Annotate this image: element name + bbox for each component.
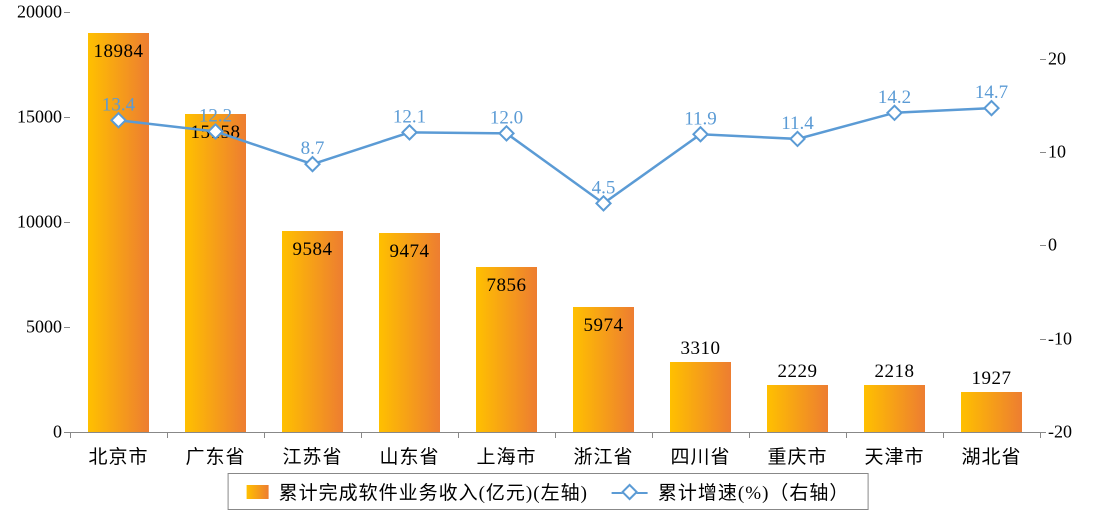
y2-tick-label: 20 (1040, 48, 1088, 69)
line-value-label: 11.4 (781, 113, 814, 134)
x-tick (70, 432, 71, 438)
line-value-label: 12.0 (490, 107, 523, 128)
x-tick (652, 432, 653, 438)
line-value-label: 14.2 (878, 87, 911, 108)
y2-tick (1040, 432, 1046, 433)
line-value-label: 12.1 (393, 106, 426, 127)
line-value-label: 13.4 (102, 94, 136, 115)
x-tick (167, 432, 168, 438)
y1-tick-label: 20000 (2, 2, 70, 23)
line-marker (887, 106, 901, 120)
plot-area: 北京市广东省江苏省山东省上海市浙江省四川省重庆市天津市湖北省0500010000… (70, 12, 1040, 432)
category-label: 江苏省 (282, 442, 342, 469)
y1-tick-label: 10000 (2, 212, 70, 233)
x-tick (264, 432, 265, 438)
y2-tick-label: 10 (1040, 142, 1088, 163)
line-value-label: 8.7 (301, 138, 325, 159)
y1-tick (64, 432, 70, 433)
line-value-label: 4.5 (592, 177, 616, 198)
legend-line-label: 累计增速(%)（右轴） (658, 478, 849, 505)
legend-item-line: 累计增速(%)（右轴） (612, 478, 849, 505)
category-label: 上海市 (476, 442, 536, 469)
line-marker (111, 113, 125, 127)
category-label: 天津市 (864, 442, 924, 469)
y2-tick-label: 0 (1040, 235, 1088, 256)
y1-tick-label: 5000 (2, 317, 70, 338)
line-marker (790, 132, 804, 146)
x-tick (458, 432, 459, 438)
line-marker (402, 125, 416, 139)
chart-container: 北京市 广东省 江苏省 山东省 上海市 浙江省 四川省 重庆市 天津市 湖北省 0 5000 10000… (0, 0, 1096, 514)
y1-tick-label: 0 (2, 422, 70, 443)
line-value-label: 12.2 (199, 105, 232, 126)
category-label: 浙江省 (573, 442, 633, 469)
x-tick (361, 432, 362, 438)
legend-bar-label: 累计完成软件业务收入(亿元)(左轴) (279, 478, 588, 505)
category-label: 北京市 (88, 442, 148, 469)
line-value-label: 14.7 (975, 82, 1008, 103)
growth-line (119, 108, 992, 203)
legend: 累计完成软件业务收入(亿元)(左轴) 累计增速(%)（右轴） (228, 473, 869, 510)
y2-tick-label: -10 (1040, 328, 1088, 349)
y1-tick-label: 15000 (2, 107, 70, 128)
x-tick (555, 432, 556, 438)
category-label: 重庆市 (767, 442, 827, 469)
line-layer: 13.4 12.2 8.7 12.1 12.0 4.5 11.9 11.4 14.2 14.7 (70, 12, 1040, 432)
legend-line-swatch (612, 485, 648, 499)
legend-item-bar: 累计完成软件业务收入(亿元)(左轴) (247, 478, 588, 505)
y2-tick-label: -20 (1040, 422, 1088, 443)
x-tick (749, 432, 750, 438)
line-marker (208, 124, 222, 138)
category-label: 四川省 (670, 442, 730, 469)
category-label: 山东省 (379, 442, 439, 469)
line-marker (984, 101, 998, 115)
y2-tick (1040, 152, 1046, 153)
line-marker (305, 157, 319, 171)
line-value-label: 11.9 (684, 108, 717, 129)
y2-tick (1040, 59, 1046, 60)
category-label: 广东省 (185, 442, 245, 469)
y2-tick (1040, 339, 1046, 340)
x-tick (846, 432, 847, 438)
y2-tick (1040, 245, 1046, 246)
category-label: 湖北省 (961, 442, 1021, 469)
legend-bar-swatch (247, 485, 269, 499)
x-tick (943, 432, 944, 438)
